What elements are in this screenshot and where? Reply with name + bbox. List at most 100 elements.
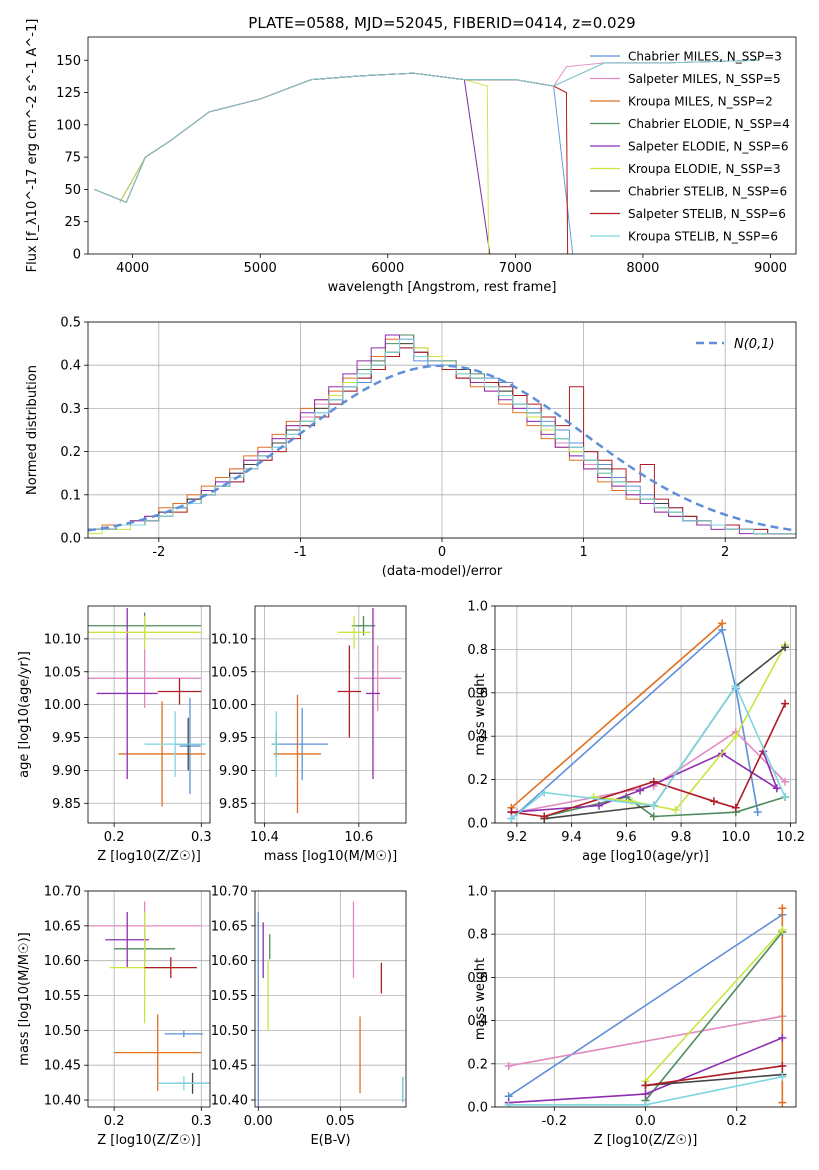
error-bar-point	[337, 645, 362, 738]
y-tick-label: 10.60	[211, 954, 248, 969]
y-tick-label: 0.0	[60, 532, 81, 547]
y-tick-label: 50	[64, 183, 81, 198]
plot-area	[94, 59, 758, 254]
weight-marker	[718, 619, 727, 628]
weight-marker	[504, 1061, 513, 1070]
plot-area	[88, 334, 796, 535]
weight-line	[644, 929, 783, 1082]
x-axis-label: age [log10(age/yr)]	[582, 849, 709, 864]
panel-6: 0.00 0.05 10.40 10.45 10.50 10.55 10.60 10.65 10…	[211, 885, 407, 1148]
legend: Chabrier MILES, N_SSP=3 Salpeter MILES, N…	[590, 50, 790, 244]
panel-0: 4000 5000 6000 7000 8000 9000 0 25 50 75 100 125 150…	[25, 19, 797, 295]
x-tick-label: 4000	[116, 261, 149, 276]
axes-frame	[494, 605, 797, 824]
x-tick-label: 10.0	[721, 830, 750, 845]
error-bar-point	[273, 694, 322, 814]
x-tick-label: 0.2	[104, 1114, 125, 1129]
x-tick-label: 5000	[244, 261, 277, 276]
legend-entry: Chabrier STELIB, N_SSP=6	[628, 185, 787, 199]
x-axis-label: Z [log10(Z/Z☉)]	[97, 1133, 201, 1148]
weight-marker	[772, 784, 781, 793]
x-tick-label: 9.6	[616, 830, 637, 845]
y-tick-label: 0.4	[467, 730, 488, 745]
x-tick-label: 9.2	[507, 830, 528, 845]
legend: N(0,1)	[696, 337, 775, 352]
error-bar-point	[88, 615, 202, 649]
y-tick-label: 1.0	[467, 600, 488, 615]
legend-entry: Kroupa ELODIE, N_SSP=3	[628, 162, 781, 176]
weight-line	[644, 931, 783, 1102]
y-tick-label: 9.85	[52, 797, 81, 812]
y-tick-label: 0.2	[467, 1057, 488, 1072]
x-tick-label: 9.4	[561, 830, 582, 845]
normal-curve	[88, 364, 796, 532]
x-tick-label: 0.3	[191, 1114, 212, 1129]
axes-frame	[254, 890, 407, 1108]
x-tick-label: 7000	[499, 261, 532, 276]
y-tick-label: 0.4	[467, 1014, 488, 1029]
error-bar-point	[114, 1014, 202, 1091]
legend-entry: Salpeter STELIB, N_SSP=6	[628, 207, 786, 221]
x-tick-label: 8000	[626, 261, 659, 276]
spectrum-line	[119, 72, 491, 254]
y-tick-label: 10.50	[44, 1024, 81, 1039]
y-tick-label: 10.65	[211, 919, 248, 934]
error-bar-point	[354, 645, 402, 712]
x-axis-label: wavelength [Angstrom, rest frame]	[328, 280, 557, 295]
weight-marker	[781, 699, 790, 708]
y-axis-label: Flux [f_λ10^-17 erg cm^-2 s^-1 A^-1]	[25, 19, 40, 273]
y-tick-label: 0.4	[60, 359, 81, 374]
y-tick-label: 0.3	[60, 402, 81, 417]
y-tick-label: 0.8	[467, 928, 488, 943]
weight-line	[510, 684, 786, 820]
x-tick-label: 9.8	[671, 830, 692, 845]
error-bar-point	[157, 678, 202, 705]
y-tick-label: 10.60	[44, 954, 81, 969]
y-tick-label: 10.65	[44, 919, 81, 934]
error-bar-point	[276, 707, 329, 781]
weight-line	[511, 751, 779, 813]
x-tick-label: -0.2	[542, 1114, 567, 1129]
y-tick-label: 10.55	[44, 989, 81, 1004]
weight-marker	[636, 786, 645, 795]
weight-line	[645, 1073, 783, 1087]
error-bar-point	[157, 1076, 210, 1091]
weight-line	[645, 1065, 783, 1087]
error-bar-point	[118, 701, 206, 807]
x-tick-label: 0.05	[326, 1114, 355, 1129]
error-bar-point	[144, 711, 206, 777]
weight-marker	[753, 808, 762, 817]
x-tick-label: 10.4	[250, 830, 279, 845]
x-tick-label: 10.2	[776, 830, 805, 845]
y-tick-label: 10.40	[44, 1094, 81, 1109]
y-tick-label: 9.95	[219, 731, 248, 746]
x-tick-label: 0.3	[191, 830, 212, 845]
weight-marker	[778, 1098, 787, 1107]
panel-4: 9.2 9.4 9.6 9.8 10.0 10.2 0.0 0.2 0.4 0.6 0.8 1.0 ag…	[467, 600, 805, 865]
weight-marker	[731, 803, 740, 812]
y-tick-label: 0	[73, 248, 81, 263]
weight-marker	[641, 1100, 650, 1107]
weight-marker	[649, 812, 658, 821]
weight-line	[510, 622, 723, 809]
weight-marker	[778, 1072, 787, 1081]
panel-5: 0.2 0.3 10.40 10.45 10.50 10.55 10.60 10.65 10.7…	[17, 885, 212, 1149]
plot-area	[88, 901, 210, 1094]
y-tick-label: 10.50	[211, 1024, 248, 1039]
x-tick-label: 6000	[371, 261, 404, 276]
x-axis-label: Z [log10(Z/Z☉)]	[594, 1133, 698, 1148]
x-tick-label: 1	[579, 545, 587, 560]
y-tick-label: 10.10	[44, 632, 81, 647]
error-bar-point	[88, 648, 202, 708]
y-tick-label: 0.2	[467, 773, 488, 788]
weight-line	[508, 914, 783, 1097]
x-axis-label: E(B-V)	[310, 1133, 350, 1148]
weight-marker	[709, 797, 718, 806]
weight-line	[510, 628, 759, 820]
plot-area	[504, 904, 787, 1107]
y-tick-label: 1.0	[467, 885, 488, 900]
y-tick-label: 100	[56, 118, 81, 133]
y-tick-label: 10.05	[44, 665, 81, 680]
axes-frame	[254, 605, 407, 824]
y-tick-label: 125	[56, 86, 81, 101]
